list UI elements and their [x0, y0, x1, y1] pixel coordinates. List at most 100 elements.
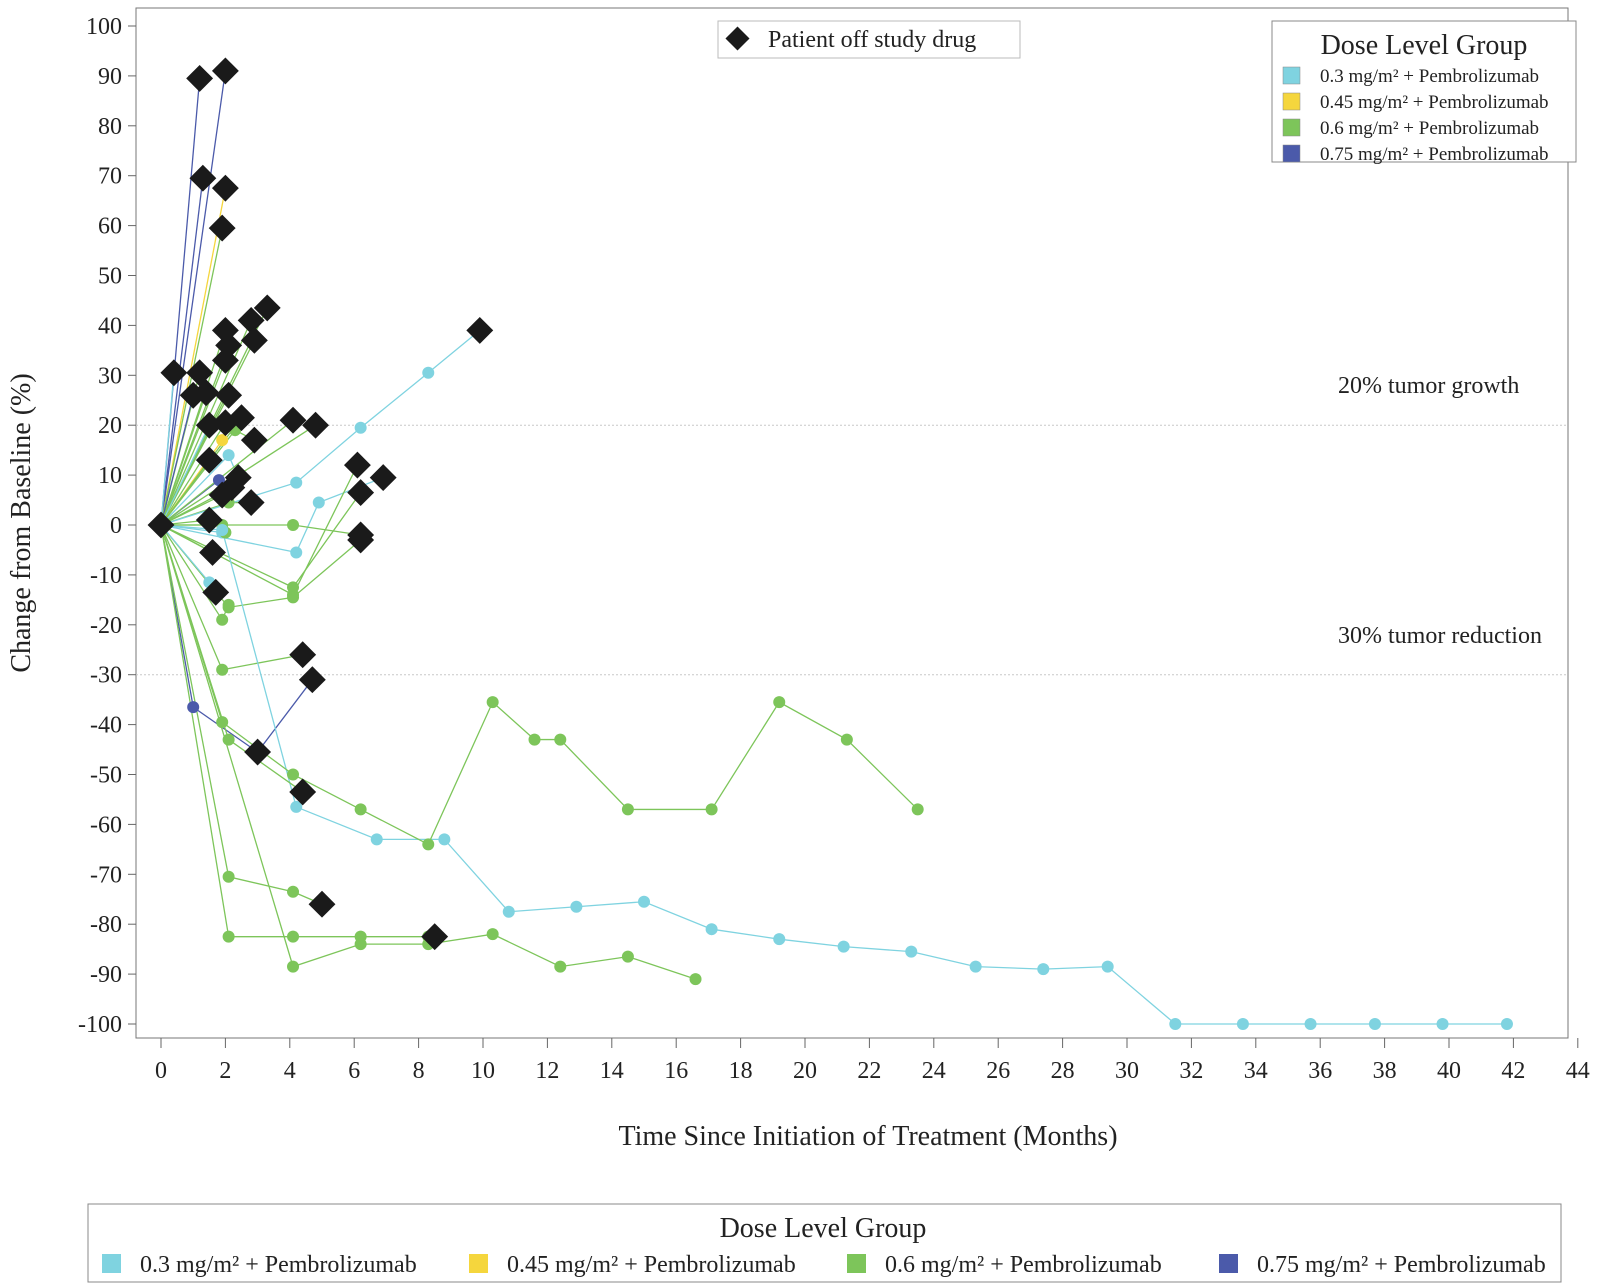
legend-swatch [102, 1254, 121, 1273]
dose-legend-top-title: Dose Level Group [1321, 30, 1528, 61]
data-point [354, 421, 367, 434]
x-tick-label: 38 [1373, 1058, 1397, 1084]
y-tick-label: -10 [90, 563, 122, 589]
y-tick-label: 60 [98, 214, 122, 240]
y-tick-label: -20 [90, 613, 122, 639]
data-point [1169, 1018, 1182, 1030]
data-point [1500, 1018, 1513, 1030]
legend-swatch [1219, 1254, 1238, 1273]
data-point [638, 895, 650, 908]
y-tick-label: 30 [98, 363, 122, 389]
data-point [486, 696, 499, 709]
x-tick-label: 32 [1179, 1058, 1203, 1084]
data-point [689, 973, 702, 986]
x-tick-label: 40 [1437, 1058, 1461, 1084]
data-point [222, 930, 235, 943]
data-point [312, 496, 325, 509]
data-point [1368, 1018, 1381, 1030]
data-point [370, 833, 383, 846]
data-point [1236, 1018, 1249, 1030]
y-axis-title: Change from Baseline (%) [6, 373, 37, 672]
data-point [705, 923, 718, 936]
x-tick-label: 16 [664, 1058, 688, 1084]
legend-label: 0.3 mg/m² + Pembrolizumab [140, 1252, 417, 1278]
plot-area [135, 7, 1569, 1039]
off-drug-marker [189, 164, 217, 192]
x-axis-title: Time Since Initiation of Treatment (Mont… [618, 1121, 1117, 1152]
legend-swatch [1282, 118, 1301, 137]
data-point [621, 803, 634, 816]
data-point [216, 716, 229, 729]
data-point [222, 598, 235, 611]
data-point [570, 900, 583, 913]
series-points [187, 366, 1513, 1030]
x-tick-label: 12 [535, 1058, 559, 1084]
y-tick-label: 50 [98, 264, 122, 290]
y-tick-label: -50 [90, 763, 122, 789]
x-tick-label: 44 [1566, 1058, 1590, 1084]
y-tick-label: 90 [98, 64, 122, 90]
data-point [187, 701, 200, 714]
x-tick-label: 30 [1115, 1058, 1139, 1084]
dose-legend-bottom-title: Dose Level Group [720, 1213, 927, 1244]
series-line [160, 419, 294, 526]
y-tick-label: 10 [98, 463, 122, 489]
data-point [290, 800, 303, 813]
x-tick-label: 10 [471, 1058, 495, 1084]
x-tick-label: 26 [986, 1058, 1010, 1084]
series-line [160, 524, 696, 980]
reference-label-tumor-growth: 20% tumor growth [1338, 373, 1519, 399]
off-drug-legend: Patient off study drug [717, 20, 1021, 59]
y-tick-label: -40 [90, 713, 122, 739]
series-line [160, 424, 210, 526]
x-tick-label: 36 [1308, 1058, 1332, 1084]
data-point [1436, 1018, 1449, 1030]
dose-legend-bottom: Dose Level Group 0.3 mg/m² + Pembrolizum… [87, 1203, 1562, 1283]
x-tick-label: 0 [155, 1058, 167, 1084]
legend-label: 0.45 mg/m² + Pembrolizumab [507, 1252, 796, 1278]
x-tick-label: 6 [348, 1058, 360, 1084]
y-axis: 1009080706050403020100-10-20-30-40-50-60… [78, 14, 136, 1038]
data-point [422, 366, 435, 379]
series-line [160, 459, 210, 526]
off-drug-legend-label: Patient off study drug [768, 27, 976, 53]
x-tick-label: 14 [600, 1058, 624, 1084]
data-point [554, 960, 567, 973]
data-point [705, 803, 718, 816]
x-tick-label: 24 [922, 1058, 946, 1084]
data-point [290, 476, 303, 489]
legend-label: 0.45 mg/m² + Pembrolizumab [1320, 92, 1549, 113]
legend-swatch [1282, 144, 1301, 163]
series-line [160, 70, 227, 526]
dose-legend-top: Dose Level Group 0.3 mg/m² + Pembrolizum… [1271, 20, 1577, 165]
data-point [486, 928, 499, 941]
x-tick-label: 2 [219, 1058, 231, 1084]
data-point [216, 434, 229, 447]
legend-label: 0.6 mg/m² + Pembrolizumab [1320, 118, 1539, 139]
y-tick-label: -90 [90, 962, 122, 988]
series-line [160, 524, 323, 905]
off-drug-marker [211, 174, 239, 202]
x-tick-label: 4 [284, 1058, 296, 1084]
legend-swatch [847, 1254, 866, 1273]
legend-label: 0.3 mg/m² + Pembrolizumab [1320, 66, 1539, 87]
data-point [502, 905, 515, 918]
legend-label: 0.6 mg/m² + Pembrolizumab [885, 1252, 1162, 1278]
y-tick-label: -100 [78, 1012, 122, 1038]
data-point [222, 733, 235, 746]
legend-swatch [1282, 66, 1301, 85]
series-line [160, 394, 230, 526]
y-tick-label: 100 [86, 14, 122, 40]
data-point [222, 449, 235, 462]
data-point [621, 950, 634, 963]
data-point [905, 945, 918, 958]
data-point [773, 933, 786, 946]
x-tick-label: 34 [1244, 1058, 1268, 1084]
data-point [422, 838, 435, 851]
off-drug-marker [211, 57, 239, 85]
data-point [1037, 963, 1050, 976]
series-line [160, 422, 226, 526]
x-tick-label: 20 [793, 1058, 817, 1084]
y-tick-label: -70 [90, 862, 122, 888]
